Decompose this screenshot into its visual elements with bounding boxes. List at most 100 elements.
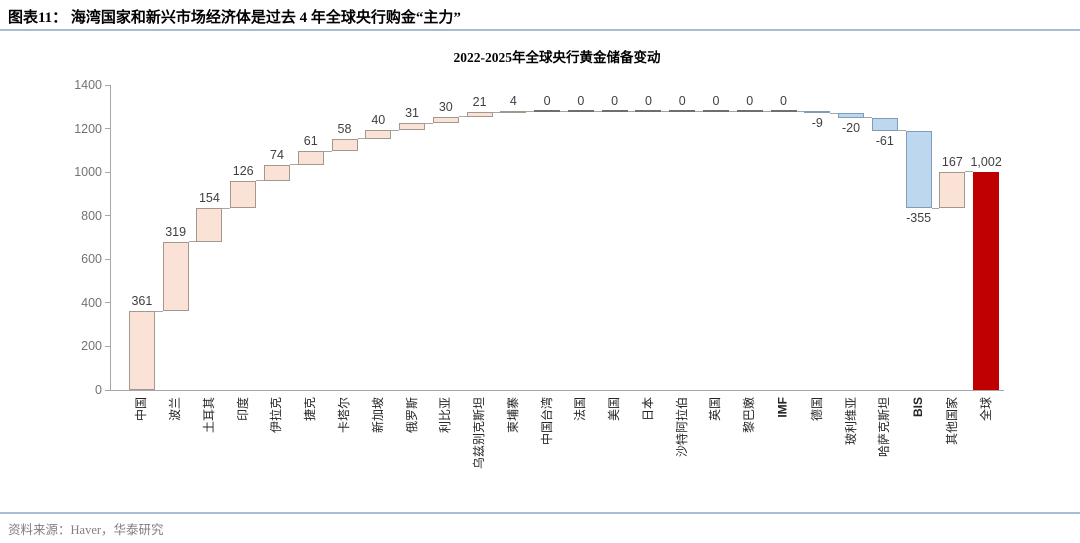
waterfall-bar — [162, 241, 189, 312]
zero-bar-segment — [736, 110, 763, 113]
zero-bar-segment — [601, 110, 628, 113]
waterfall-connector-line — [931, 207, 940, 209]
waterfall-bar — [365, 130, 392, 139]
waterfall-bar — [466, 112, 493, 117]
bar-value-label: 58 — [337, 121, 352, 136]
y-axis-tick-label: 1400 — [74, 78, 102, 92]
y-axis-tick-label: 800 — [81, 208, 102, 223]
x-axis-label: 其他国家 — [944, 397, 959, 446]
x-axis-label: 波兰 — [168, 397, 183, 422]
zero-bar-segment — [534, 110, 561, 113]
y-axis-tick — [105, 258, 110, 260]
waterfall-connector-line — [188, 241, 197, 243]
waterfall-connector-line — [526, 110, 535, 112]
bar-value-label: 0 — [577, 94, 585, 109]
waterfall-connector-line — [593, 110, 602, 112]
y-axis-line — [110, 85, 111, 390]
waterfall-connector-line — [627, 110, 636, 112]
bar-value-label: 61 — [303, 134, 318, 149]
bar-value-label: 361 — [131, 294, 153, 309]
y-axis-tick-label: 400 — [81, 295, 102, 310]
bar-value-label: 0 — [543, 94, 551, 109]
waterfall-connector-line — [661, 110, 670, 112]
x-axis-line — [110, 390, 1004, 391]
waterfall-bar — [331, 138, 358, 152]
waterfall-bar — [500, 111, 527, 114]
x-axis-label: 美国 — [607, 397, 622, 422]
waterfall-bar — [263, 164, 290, 181]
bar-value-label: 0 — [644, 94, 652, 109]
waterfall-connector-line — [965, 171, 974, 173]
x-axis-label: 玻利维亚 — [843, 397, 858, 446]
waterfall-bar — [230, 180, 257, 209]
waterfall-connector-line — [458, 116, 467, 118]
figure-title: 图表11： 海湾国家和新兴市场经济体是过去 4 年全球央行购金“主力” — [8, 10, 461, 26]
x-axis-label: 中国 — [134, 397, 149, 422]
waterfall-connector-line — [728, 110, 737, 112]
x-axis-label: 俄罗斯 — [404, 397, 419, 434]
waterfall-connector-line — [796, 110, 805, 112]
bar-value-label: 74 — [270, 147, 284, 162]
zero-bar-segment — [669, 110, 696, 113]
bar-value-label: 31 — [405, 106, 419, 121]
waterfall-connector-line — [560, 110, 568, 112]
waterfall-bar — [871, 117, 898, 131]
waterfall-connector-line — [323, 150, 332, 152]
bar-value-label: 30 — [438, 99, 453, 114]
bar-value-label: 0 — [746, 94, 754, 109]
waterfall-connector-line — [695, 110, 703, 112]
zero-bar-segment — [770, 110, 797, 113]
y-axis-tick-label: 0 — [95, 383, 102, 397]
zero-bar-segment — [702, 110, 729, 113]
bar-value-label: 126 — [232, 163, 254, 178]
chart-title: 2022-2025年全球央行黄金储备变动 — [453, 50, 661, 65]
y-axis-tick-label: 1200 — [74, 121, 102, 136]
source-note: 资料来源：Haver，华泰研究 — [8, 523, 164, 537]
y-axis-tick — [105, 171, 110, 173]
waterfall-connector-line — [222, 207, 231, 209]
waterfall-connector-line — [256, 180, 264, 182]
bar-value-label: 319 — [165, 224, 187, 239]
bar-value-label: 4 — [509, 94, 517, 109]
waterfall-bar — [297, 151, 324, 165]
waterfall-connector-line — [492, 111, 501, 113]
footer-divider — [0, 512, 1080, 514]
bar-value-label: -355 — [906, 211, 932, 226]
y-axis-tick — [105, 302, 110, 304]
x-axis-label: 哈萨克斯坦 — [877, 397, 892, 458]
x-axis-label: 伊拉克 — [269, 397, 284, 434]
y-axis-tick — [105, 215, 110, 217]
bar-value-label: 1,002 — [970, 154, 1002, 169]
x-axis-label: 日本 — [640, 397, 655, 422]
bar-value-label: -9 — [811, 116, 823, 131]
zero-bar-segment — [567, 110, 594, 113]
x-axis-label: 沙特阿拉伯 — [674, 397, 689, 458]
waterfall-connector-line — [357, 138, 366, 140]
x-axis-label: IMF — [776, 397, 791, 418]
zero-bar-segment — [635, 110, 662, 113]
bar-value-label: 0 — [611, 94, 619, 109]
waterfall-bar — [196, 208, 223, 242]
y-axis-tick-label: 600 — [81, 252, 102, 267]
waterfall-connector-line — [864, 117, 872, 119]
bar-value-label: 40 — [371, 113, 386, 128]
x-axis-label: 黎巴嫩 — [742, 397, 757, 434]
y-axis-tick — [105, 84, 110, 86]
bar-value-label: 0 — [712, 94, 720, 109]
x-axis-label: 中国台湾 — [539, 397, 554, 446]
x-axis-label: 土耳其 — [201, 397, 216, 434]
x-axis-label: 德国 — [809, 397, 824, 422]
waterfall-connector-line — [425, 122, 433, 124]
x-axis-label: 利比亚 — [438, 397, 453, 434]
y-axis-tick — [105, 389, 110, 391]
x-axis-label: BIS — [911, 397, 926, 418]
bar-value-label: 21 — [472, 95, 487, 110]
x-axis-label: 英国 — [708, 397, 723, 422]
header-divider — [0, 29, 1080, 31]
waterfall-bar — [939, 171, 966, 209]
x-axis-label: 新加坡 — [370, 397, 385, 434]
waterfall-connector-line — [391, 129, 400, 131]
waterfall-connector-line — [154, 310, 163, 312]
